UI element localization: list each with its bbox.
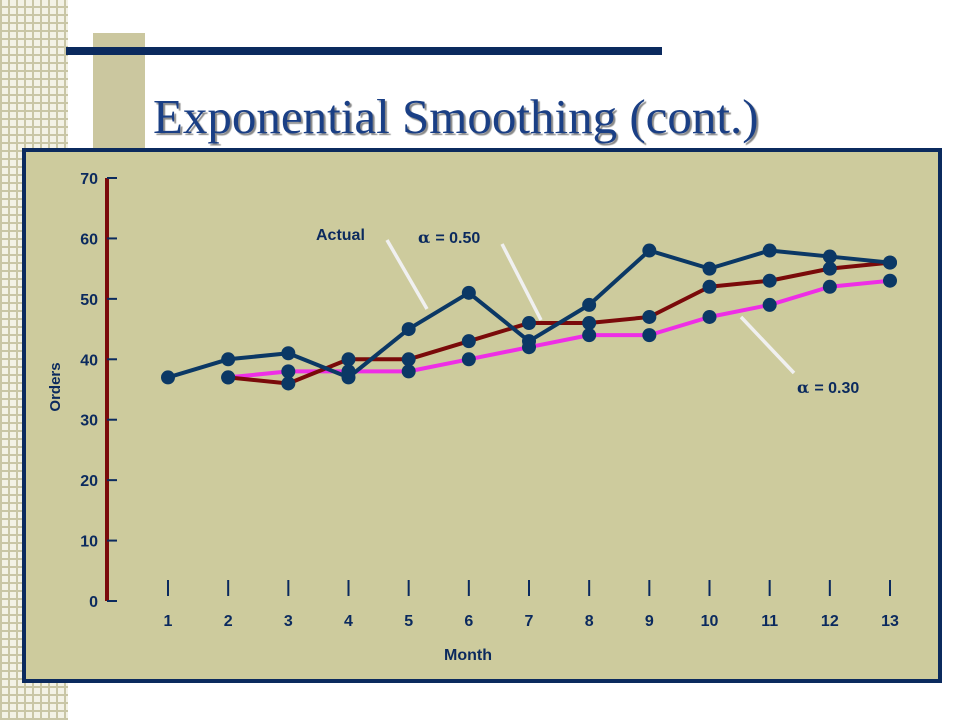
y-axis-label: Orders <box>47 362 64 411</box>
y-tick-label-70: 70 <box>80 171 98 188</box>
data-point-alpha-030-month-4 <box>341 364 356 379</box>
x-tick-label-11: 11 <box>761 613 778 630</box>
data-point-alpha-030-month-8 <box>582 328 597 343</box>
x-tick-label-7: 7 <box>525 613 534 630</box>
annotation-alpha-050: α = 0.50 <box>418 228 480 247</box>
data-point-actual-month-11 <box>762 243 777 258</box>
data-point-alpha-050-month-12 <box>822 261 837 276</box>
data-point-alpha-030-month-3 <box>281 364 296 379</box>
x-tick-label-3: 3 <box>284 613 293 630</box>
data-point-alpha-050-month-3 <box>281 376 296 391</box>
x-tick-label-9: 9 <box>645 613 654 630</box>
data-point-alpha-030-month-11 <box>762 297 777 312</box>
x-tick-label-13: 13 <box>881 613 899 630</box>
data-point-alpha-050-month-7 <box>522 316 536 331</box>
data-point-alpha-030-month-7 <box>522 340 536 355</box>
y-tick-label-0: 0 <box>89 594 98 611</box>
data-point-alpha-030-month-13 <box>883 273 897 288</box>
y-tick-label-60: 60 <box>80 231 98 248</box>
data-point-actual-month-8 <box>582 297 597 312</box>
data-point-actual-month-9 <box>642 243 657 258</box>
data-point-actual-month-5 <box>401 322 416 337</box>
data-point-alpha-050-month-8 <box>582 316 597 331</box>
series-line-alpha-030 <box>227 278 891 380</box>
y-tick-label-30: 30 <box>80 413 98 430</box>
x-tick-label-10: 10 <box>701 613 719 630</box>
data-point-actual-month-3 <box>281 346 296 361</box>
x-tick-label-8: 8 <box>585 613 594 630</box>
x-tick-label-2: 2 <box>224 613 233 630</box>
annotation-alpha-030: α = 0.30 <box>797 378 859 397</box>
data-point-alpha-050-month-13 <box>883 255 897 270</box>
data-point-alpha-030-month-10 <box>702 309 717 324</box>
slide-title: Exponential Smoothing (cont.) <box>153 89 759 144</box>
data-point-alpha-030-month-6 <box>461 352 476 367</box>
alpha-030-pointer-line <box>739 315 796 375</box>
x-tick-label-4: 4 <box>344 613 353 630</box>
data-point-alpha-050-month-4 <box>341 352 356 367</box>
data-point-actual-month-1 <box>161 370 175 385</box>
x-tick-label-5: 5 <box>404 613 413 630</box>
alpha-050-pointer-line <box>500 243 543 321</box>
y-tick-label-40: 40 <box>80 352 98 369</box>
x-tick-label-12: 12 <box>821 613 839 630</box>
data-point-alpha-050-month-6 <box>461 334 476 349</box>
data-point-alpha-050-month-10 <box>702 279 717 294</box>
x-axis-label: Month <box>444 647 492 664</box>
data-point-alpha-050-month-9 <box>642 309 657 324</box>
data-point-alpha-030-month-9 <box>642 328 657 343</box>
data-point-alpha-030-month-5 <box>401 364 416 379</box>
y-tick-label-10: 10 <box>80 534 98 551</box>
y-tick-label-20: 20 <box>80 473 98 490</box>
data-point-actual-month-12 <box>822 249 837 264</box>
annotation-alpha-050-value: = 0.50 <box>435 230 480 247</box>
data-point-alpha-030-month-12 <box>822 279 837 294</box>
x-tick-label-6: 6 <box>464 613 473 630</box>
title-rule-line <box>66 47 662 55</box>
y-tick-label-50: 50 <box>80 292 98 309</box>
data-point-actual-month-6 <box>461 285 476 300</box>
data-point-alpha-050-month-11 <box>762 273 777 288</box>
chart-panel: 0 10 20 30 40 50 60 70 1 2 3 4 5 6 7 8 9 10 11 12 13 Actual… <box>22 148 942 683</box>
data-point-alpha-050-month-5 <box>401 352 416 367</box>
annotation-actual: Actual <box>316 227 365 244</box>
x-tick-label-1: 1 <box>164 613 173 630</box>
data-point-alpha-030-month-2 <box>221 370 236 385</box>
alpha-symbol: α <box>418 228 430 247</box>
data-point-actual-month-2 <box>221 352 236 367</box>
annotation-alpha-030-value: = 0.30 <box>814 380 859 397</box>
alpha-symbol: α <box>797 378 809 397</box>
actual-pointer-line <box>385 239 429 310</box>
data-point-actual-month-10 <box>702 261 717 276</box>
